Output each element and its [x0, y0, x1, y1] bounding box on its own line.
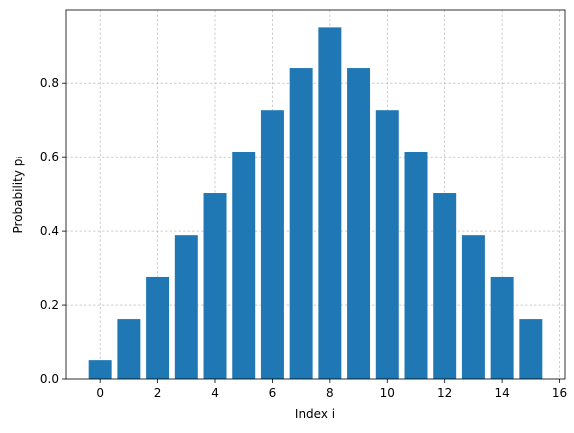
bar	[375, 110, 399, 379]
bar	[519, 319, 543, 379]
bar	[146, 276, 170, 379]
bar	[433, 193, 457, 379]
x-tick-label: 12	[437, 386, 452, 400]
y-tick-label: 0.8	[40, 76, 59, 90]
bar	[88, 360, 112, 379]
y-tick-label: 0.6	[40, 150, 59, 164]
x-tick-label: 8	[326, 386, 334, 400]
x-tick-label: 6	[269, 386, 277, 400]
bar	[404, 151, 428, 379]
bar	[232, 151, 256, 379]
bar	[174, 235, 198, 379]
bar	[289, 68, 313, 379]
bar	[318, 27, 342, 380]
bar	[347, 68, 371, 379]
plot-frame	[65, 9, 566, 380]
y-axis-label: Probability pᵢ	[11, 156, 25, 233]
x-tick-label: 16	[552, 386, 567, 400]
x-tick-label: 0	[96, 386, 104, 400]
x-tick-label: 4	[211, 386, 219, 400]
y-tick-label: 0.2	[40, 298, 59, 312]
x-tick-label: 2	[154, 386, 162, 400]
bar	[461, 235, 485, 379]
bar	[490, 276, 514, 379]
y-tick-label: 0.0	[40, 372, 59, 386]
bar	[117, 319, 141, 379]
x-axis-label: Index i	[295, 407, 335, 421]
x-tick-label: 14	[494, 386, 509, 400]
bar	[260, 110, 284, 379]
x-tick-label: 10	[380, 386, 395, 400]
y-tick-label: 0.4	[40, 224, 59, 238]
bar	[203, 193, 227, 379]
